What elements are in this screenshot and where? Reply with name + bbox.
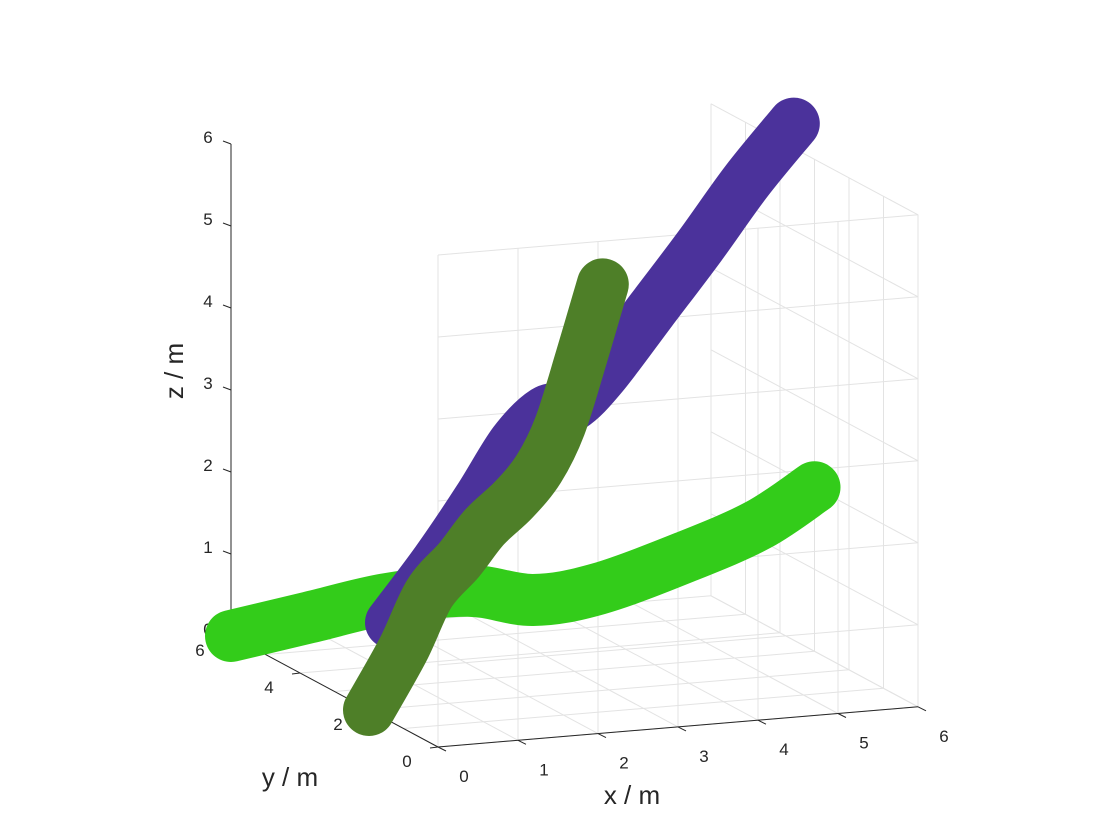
grid-line bbox=[265, 613, 746, 655]
x-tick-label: 1 bbox=[539, 760, 548, 779]
x-tick bbox=[837, 713, 847, 718]
data-series bbox=[205, 97, 841, 736]
z-tick-label: 6 bbox=[203, 128, 212, 147]
y-tick-label: 6 bbox=[195, 641, 204, 660]
y-axis-label: y / m bbox=[262, 762, 318, 792]
grid-line bbox=[710, 103, 919, 216]
x-tick bbox=[437, 746, 447, 752]
y-tick bbox=[291, 672, 301, 675]
series-line-3 bbox=[343, 258, 629, 736]
z-tick-label: 1 bbox=[203, 538, 212, 557]
z-tick bbox=[222, 386, 232, 391]
x-tick-label: 2 bbox=[619, 754, 628, 773]
y-tick bbox=[429, 746, 439, 749]
z-tick-label: 5 bbox=[203, 210, 212, 229]
grid-line bbox=[710, 595, 919, 708]
x-tick-label: 6 bbox=[939, 727, 948, 746]
z-axis-label: z / m bbox=[159, 343, 189, 399]
y-tick-label: 4 bbox=[264, 678, 273, 697]
x-tick bbox=[917, 706, 927, 712]
z-tick bbox=[222, 468, 232, 473]
x-tick bbox=[517, 739, 527, 745]
grid-line bbox=[437, 624, 919, 666]
grid-line bbox=[710, 349, 919, 462]
z-tick bbox=[222, 140, 232, 145]
z-tick bbox=[222, 222, 232, 227]
grid-line bbox=[403, 687, 884, 729]
grid-line bbox=[710, 267, 919, 380]
x-axis-label: x / m bbox=[604, 780, 660, 810]
z-tick-label: 4 bbox=[203, 292, 212, 311]
y-tick-label: 0 bbox=[402, 752, 411, 771]
y-tick-label: 2 bbox=[333, 715, 342, 734]
z-tick-label: 3 bbox=[203, 374, 212, 393]
grid-line bbox=[334, 650, 815, 692]
x-tick bbox=[677, 726, 687, 732]
series-line-1 bbox=[205, 461, 841, 662]
x-tick bbox=[597, 733, 607, 739]
x-tick bbox=[757, 719, 767, 725]
x-tick-label: 3 bbox=[699, 747, 708, 766]
x-tick-label: 4 bbox=[779, 740, 788, 759]
x-tick-label: 5 bbox=[859, 734, 868, 753]
grid-line bbox=[368, 669, 850, 711]
x-tick-label: 0 bbox=[459, 767, 468, 786]
z-tick bbox=[222, 550, 232, 555]
z-tick bbox=[222, 304, 232, 309]
z-tick-label: 2 bbox=[203, 456, 212, 475]
